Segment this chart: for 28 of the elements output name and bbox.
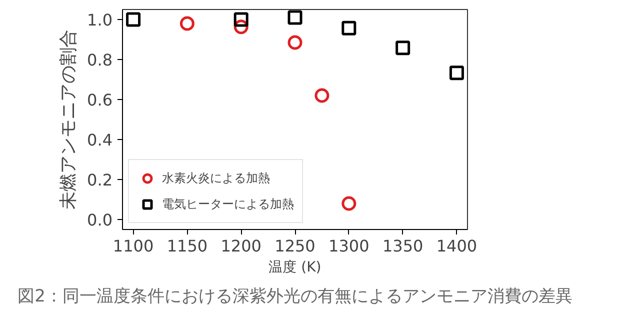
- y-tick-label: 0.4: [87, 130, 113, 150]
- x-tick-label: 1300: [328, 236, 370, 256]
- point: [234, 12, 248, 27]
- y-tick-label: 0.8: [87, 50, 113, 70]
- point: [288, 35, 302, 50]
- y-tick-label: 0.0: [87, 210, 113, 230]
- point: [314, 88, 330, 103]
- y-tick-label: 0.2: [87, 170, 113, 190]
- x-tick-label: 1150: [166, 236, 208, 256]
- point: [126, 12, 141, 27]
- point: [180, 16, 194, 31]
- x-tick-label: 1200: [220, 236, 262, 256]
- x-tick-label: 1350: [382, 236, 424, 256]
- point: [449, 66, 464, 80]
- legend-label: 電気ヒーターによる加熱: [162, 196, 294, 212]
- y-axis-title: 未燃アンモニアの割合: [58, 30, 80, 210]
- x-tick-label: 1250: [274, 236, 316, 256]
- y-tick-label: 1.0: [87, 10, 113, 30]
- x-tick-label: 1400: [436, 236, 478, 256]
- caption: 図2：同一温度条件における深紫外光の有無によるアンモニア消費の差異: [18, 286, 572, 306]
- x-axis-title: 温度 (K): [268, 260, 322, 276]
- y-tick-label: 0.6: [87, 90, 113, 110]
- point: [342, 196, 356, 211]
- x-tick-label: 1100: [112, 236, 154, 256]
- point: [342, 20, 356, 36]
- point: [396, 40, 410, 56]
- legend-label: 水素火炎による加熱: [162, 170, 270, 186]
- point: [288, 10, 302, 25]
